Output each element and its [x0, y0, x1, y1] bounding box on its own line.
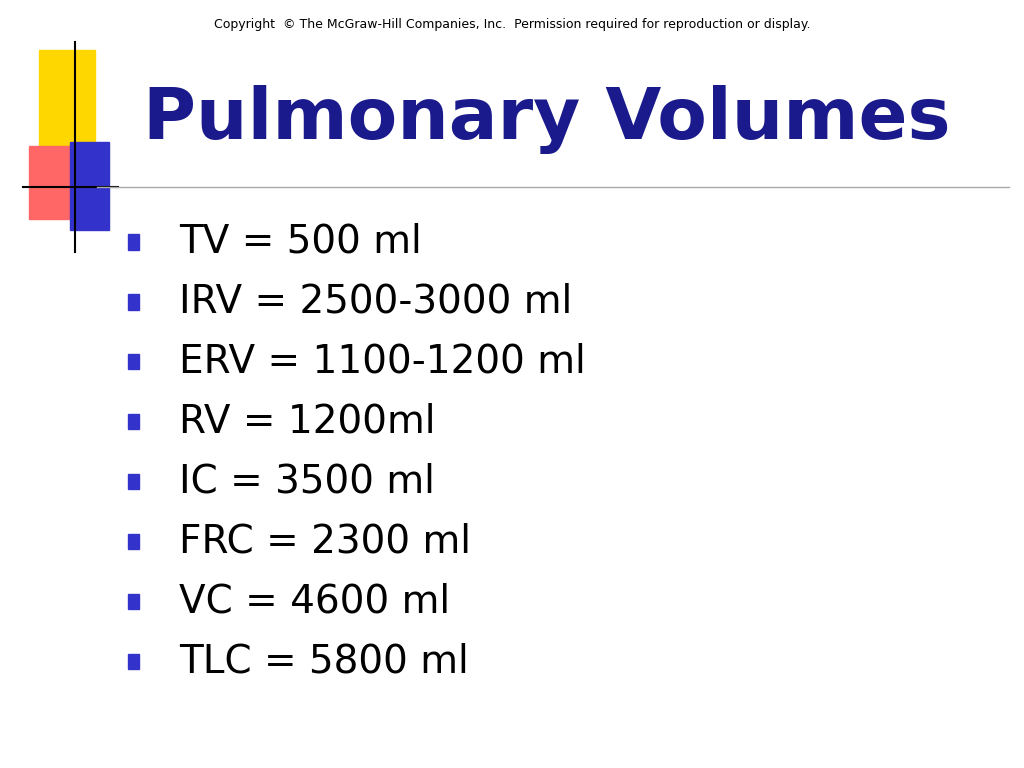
- Text: RV = 1200ml: RV = 1200ml: [179, 402, 435, 441]
- Text: TV = 500 ml: TV = 500 ml: [179, 223, 422, 261]
- Text: IRV = 2500-3000 ml: IRV = 2500-3000 ml: [179, 283, 572, 321]
- Text: Pulmonary Volumes: Pulmonary Volumes: [143, 84, 951, 154]
- Text: ERV = 1100-1200 ml: ERV = 1100-1200 ml: [179, 343, 586, 381]
- Text: Copyright  © The McGraw-Hill Companies, Inc.  Permission required for reproducti: Copyright © The McGraw-Hill Companies, I…: [214, 18, 810, 31]
- Text: IC = 3500 ml: IC = 3500 ml: [179, 462, 435, 501]
- Text: FRC = 2300 ml: FRC = 2300 ml: [179, 522, 471, 561]
- Text: VC = 4600 ml: VC = 4600 ml: [179, 582, 451, 621]
- Text: TLC = 5800 ml: TLC = 5800 ml: [179, 642, 469, 680]
